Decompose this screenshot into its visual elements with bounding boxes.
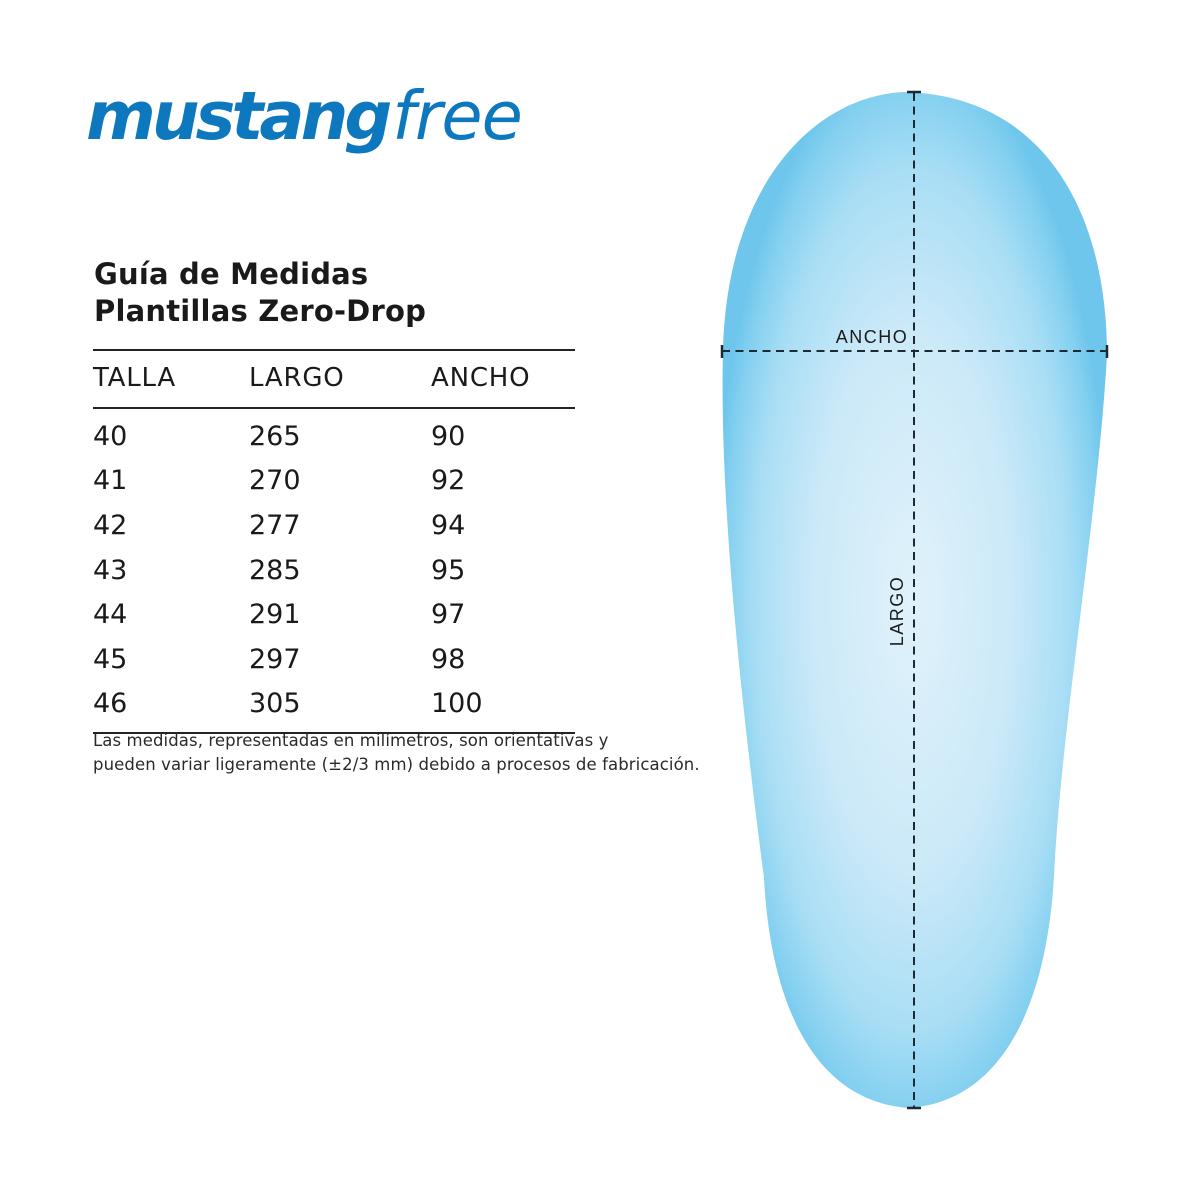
table-body: 40 265 90 41 270 92 42 277 94 43 285 95 …	[93, 409, 575, 735]
table-row: 42 277 94	[93, 503, 575, 548]
table-row: 41 270 92	[93, 459, 575, 504]
cell-talla: 44	[93, 599, 128, 631]
footnote-line-1: Las medidas, representadas en milímetros…	[93, 731, 609, 750]
cell-ancho: 90	[431, 420, 466, 452]
header-cell-ancho: ANCHO	[431, 363, 531, 393]
header-cell-largo: LARGO	[249, 363, 345, 393]
cell-largo: 297	[249, 643, 301, 675]
cell-ancho: 97	[431, 599, 466, 631]
logo-free: free	[392, 77, 523, 155]
logo-mustang: mustang	[86, 77, 392, 155]
cell-largo: 270	[249, 465, 301, 497]
cell-ancho: 95	[431, 554, 466, 586]
cell-largo: 291	[249, 599, 301, 631]
table-header-row: TALLA LARGO ANCHO	[93, 349, 575, 409]
cell-ancho: 100	[431, 688, 483, 720]
cell-largo: 285	[249, 554, 301, 586]
table-row: 44 291 97	[93, 592, 575, 637]
cell-talla: 42	[93, 509, 128, 541]
cell-talla: 45	[93, 643, 128, 675]
cell-talla: 43	[93, 554, 128, 586]
cell-ancho: 98	[431, 643, 466, 675]
length-label: LARGO	[887, 576, 907, 647]
size-table: TALLA LARGO ANCHO 40 265 90 41 270 92 42…	[93, 349, 575, 735]
table-row: 40 265 90	[93, 414, 575, 459]
header-cell-talla: TALLA	[93, 363, 177, 393]
table-row: 43 285 95	[93, 548, 575, 593]
cell-largo: 277	[249, 509, 301, 541]
table-row: 46 305 100	[93, 682, 575, 727]
cell-largo: 305	[249, 688, 301, 720]
title-line-1: Guía de Medidas	[94, 257, 369, 291]
cell-talla: 40	[93, 420, 128, 452]
footnote: Las medidas, representadas en milímetros…	[93, 729, 733, 776]
cell-largo: 265	[249, 420, 301, 452]
cell-talla: 41	[93, 465, 128, 497]
table-row: 45 297 98	[93, 637, 575, 682]
brand-logo: mustangfree	[86, 83, 523, 150]
cell-talla: 46	[93, 688, 128, 720]
title-line-2: Plantillas Zero-Drop	[94, 294, 427, 328]
footnote-line-2: pueden variar ligeramente (±2/3 mm) debi…	[93, 754, 700, 774]
cell-ancho: 94	[431, 509, 466, 541]
cell-ancho: 92	[431, 465, 466, 497]
page-title: Guía de Medidas Plantillas Zero-Drop	[94, 256, 426, 330]
width-label: ANCHO	[836, 327, 909, 347]
